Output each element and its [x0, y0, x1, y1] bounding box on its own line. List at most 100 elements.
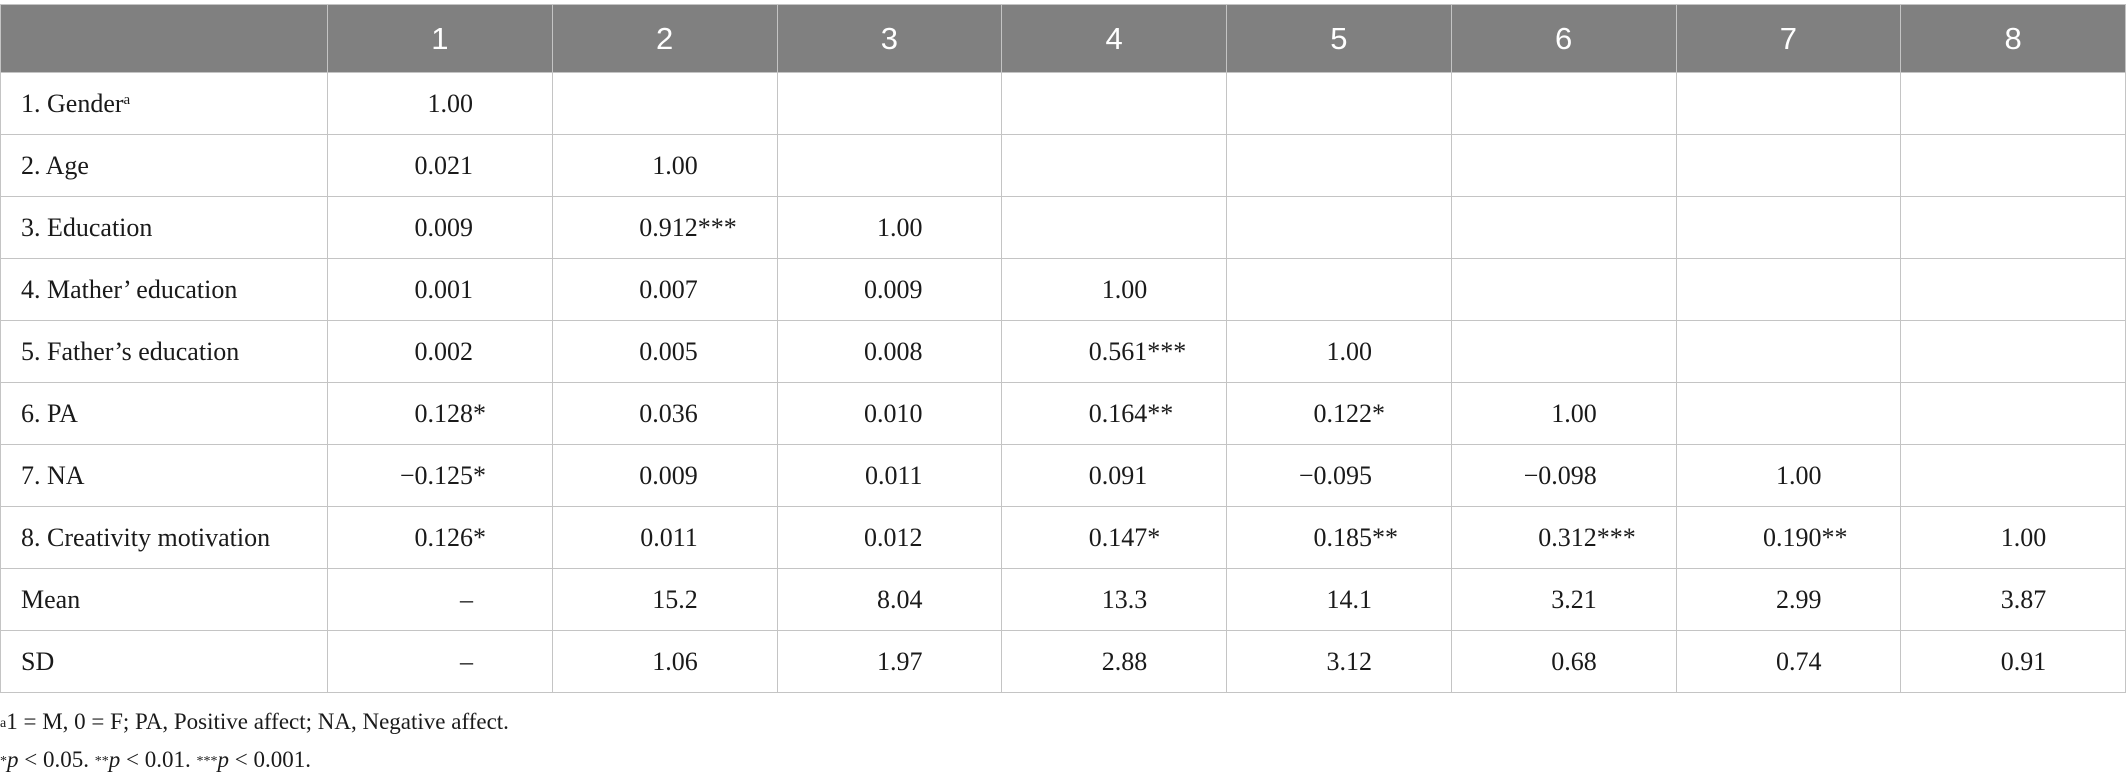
table-cell [1226, 258, 1452, 321]
cell-value: 0.128 [414, 398, 474, 428]
row-label-footnote-marker: a [123, 91, 131, 108]
table-cell: 0.011 [776, 444, 1003, 507]
table-cell: 0.126* [327, 506, 553, 569]
table-header: 1 2 3 4 5 6 7 8 [0, 4, 2126, 73]
significance-stars: ** [1372, 522, 1398, 552]
table-cell: 0.036 [551, 382, 778, 445]
significance-stars: *** [1147, 336, 1187, 366]
table-cell [551, 72, 778, 135]
column-header-8: 8 [1900, 4, 2126, 73]
cell-value: 0.036 [639, 398, 698, 428]
row-label: SD [21, 646, 55, 676]
cell-value: 0.002 [414, 336, 474, 366]
table-cell [1226, 196, 1452, 259]
table-cell: 1.00 [327, 72, 553, 135]
significance-threshold-1: < 0.05. [18, 747, 95, 772]
table-cell: 0.001 [327, 258, 553, 321]
cell-value: 0.147 [1088, 522, 1148, 552]
row-label: Mean [21, 584, 81, 614]
table-cell: 0.128* [327, 382, 553, 445]
table-cell: 15.2 [551, 568, 778, 631]
cell-value: 1.00 [1776, 460, 1822, 490]
table-cell: 2.99 [1675, 568, 1902, 631]
p-symbol-2: p [108, 747, 121, 772]
cell-value: 0.005 [639, 336, 698, 366]
column-header-3: 3 [776, 4, 1003, 73]
footnote-line-1: a1 = M, 0 = F; PA, Positive affect; NA, … [0, 703, 509, 741]
table-row: 2. Age 0.021 1.00 [0, 134, 2126, 197]
significance-marker-2: ** [94, 754, 109, 769]
cell-value: 1.00 [1326, 336, 1373, 366]
cell-value: 1.00 [427, 88, 474, 118]
table-cell: 0.185** [1226, 506, 1452, 569]
table-cell: 0.68 [1450, 630, 1677, 693]
table-cell [1900, 134, 2126, 197]
footnote-line-2: *p < 0.05. **p < 0.01. ***p < 0.001. [0, 741, 509, 779]
correlation-table-container: 1 2 3 4 5 6 7 8 1. Gendera 1.00 2. Age 0.02… [0, 4, 2126, 693]
table-cell: 1.00 [1900, 506, 2126, 569]
row-label-cell: 5. Father’s education [0, 320, 328, 383]
cell-value: 1.00 [1551, 398, 1597, 428]
table-cell: 2.88 [1001, 630, 1227, 693]
table-cell: 1.00 [1675, 444, 1902, 507]
table-cell: 3.87 [1900, 568, 2126, 631]
table-cell: −0.095 [1226, 444, 1452, 507]
significance-threshold-3: < 0.001. [228, 747, 311, 772]
p-symbol-3: p [217, 747, 229, 772]
table-cell [1001, 134, 1227, 197]
column-header-4: 4 [1001, 4, 1227, 73]
table-cell: 0.74 [1675, 630, 1902, 693]
cell-value: 0.91 [2000, 646, 2047, 676]
table-cell: 3.12 [1226, 630, 1452, 693]
table-cell [1675, 134, 1902, 197]
cell-value: 0.091 [1088, 460, 1148, 490]
cell-value: 0.126 [414, 522, 474, 552]
table-cell: 0.009 [776, 258, 1003, 321]
table-cell [1675, 382, 1902, 445]
significance-stars: * [473, 522, 486, 552]
cell-value: 1.97 [877, 646, 923, 676]
cell-value: 0.164 [1088, 398, 1148, 428]
table-cell: – [327, 630, 553, 693]
cell-value: 13.3 [1101, 584, 1148, 614]
table-row: 5. Father’s education 0.002 0.005 0.008 0.56… [0, 320, 2126, 383]
cell-value: 0.012 [864, 522, 923, 552]
row-label: 5. Father’s education [21, 336, 240, 366]
table-row: 3. Education 0.009 0.912*** 1.00 [0, 196, 2126, 259]
header-row: 1 2 3 4 5 6 7 8 [0, 4, 2126, 73]
table-cell [1675, 196, 1902, 259]
row-label-cell: 8. Creativity motivation [0, 506, 328, 569]
cell-value: 0.190 [1763, 522, 1822, 552]
table-cell: 0.190** [1675, 506, 1902, 569]
cell-value: 14.1 [1326, 584, 1373, 614]
column-header-2: 2 [551, 4, 778, 73]
significance-stars: *** [697, 212, 737, 242]
table-body: 1. Gendera 1.00 2. Age 0.021 1.00 3. Educatio… [0, 72, 2126, 693]
cell-value: 0.007 [639, 274, 698, 304]
table-cell: 0.011 [551, 506, 778, 569]
cell-value: 0.122 [1313, 398, 1373, 428]
cell-value: 0.185 [1313, 522, 1373, 552]
table-cell [1900, 258, 2126, 321]
table-cell: 0.012 [776, 506, 1003, 569]
column-header-6: 6 [1450, 4, 1677, 73]
row-label: 6. PA [21, 398, 78, 428]
table-notes: a1 = M, 0 = F; PA, Positive affect; NA, … [0, 703, 509, 779]
row-label-cell: 7. NA [0, 444, 328, 507]
row-label-cell: 2. Age [0, 134, 328, 197]
row-label-cell: 6. PA [0, 382, 328, 445]
correlation-table: 1 2 3 4 5 6 7 8 1. Gendera 1.00 2. Age 0.02… [0, 4, 2126, 693]
row-label: 7. NA [21, 460, 85, 490]
cell-value: 2.88 [1101, 646, 1148, 676]
cell-value: 8.04 [877, 584, 923, 614]
table-cell [1450, 196, 1677, 259]
table-cell: 8.04 [776, 568, 1003, 631]
significance-stars: *** [1596, 522, 1636, 552]
table-cell [1675, 72, 1902, 135]
table-cell: 0.009 [551, 444, 778, 507]
significance-marker-1: * [0, 754, 7, 769]
table-cell: 14.1 [1226, 568, 1452, 631]
cell-value: 1.00 [2000, 522, 2047, 552]
cell-value: – [460, 646, 473, 676]
cell-value: 15.2 [652, 584, 698, 614]
